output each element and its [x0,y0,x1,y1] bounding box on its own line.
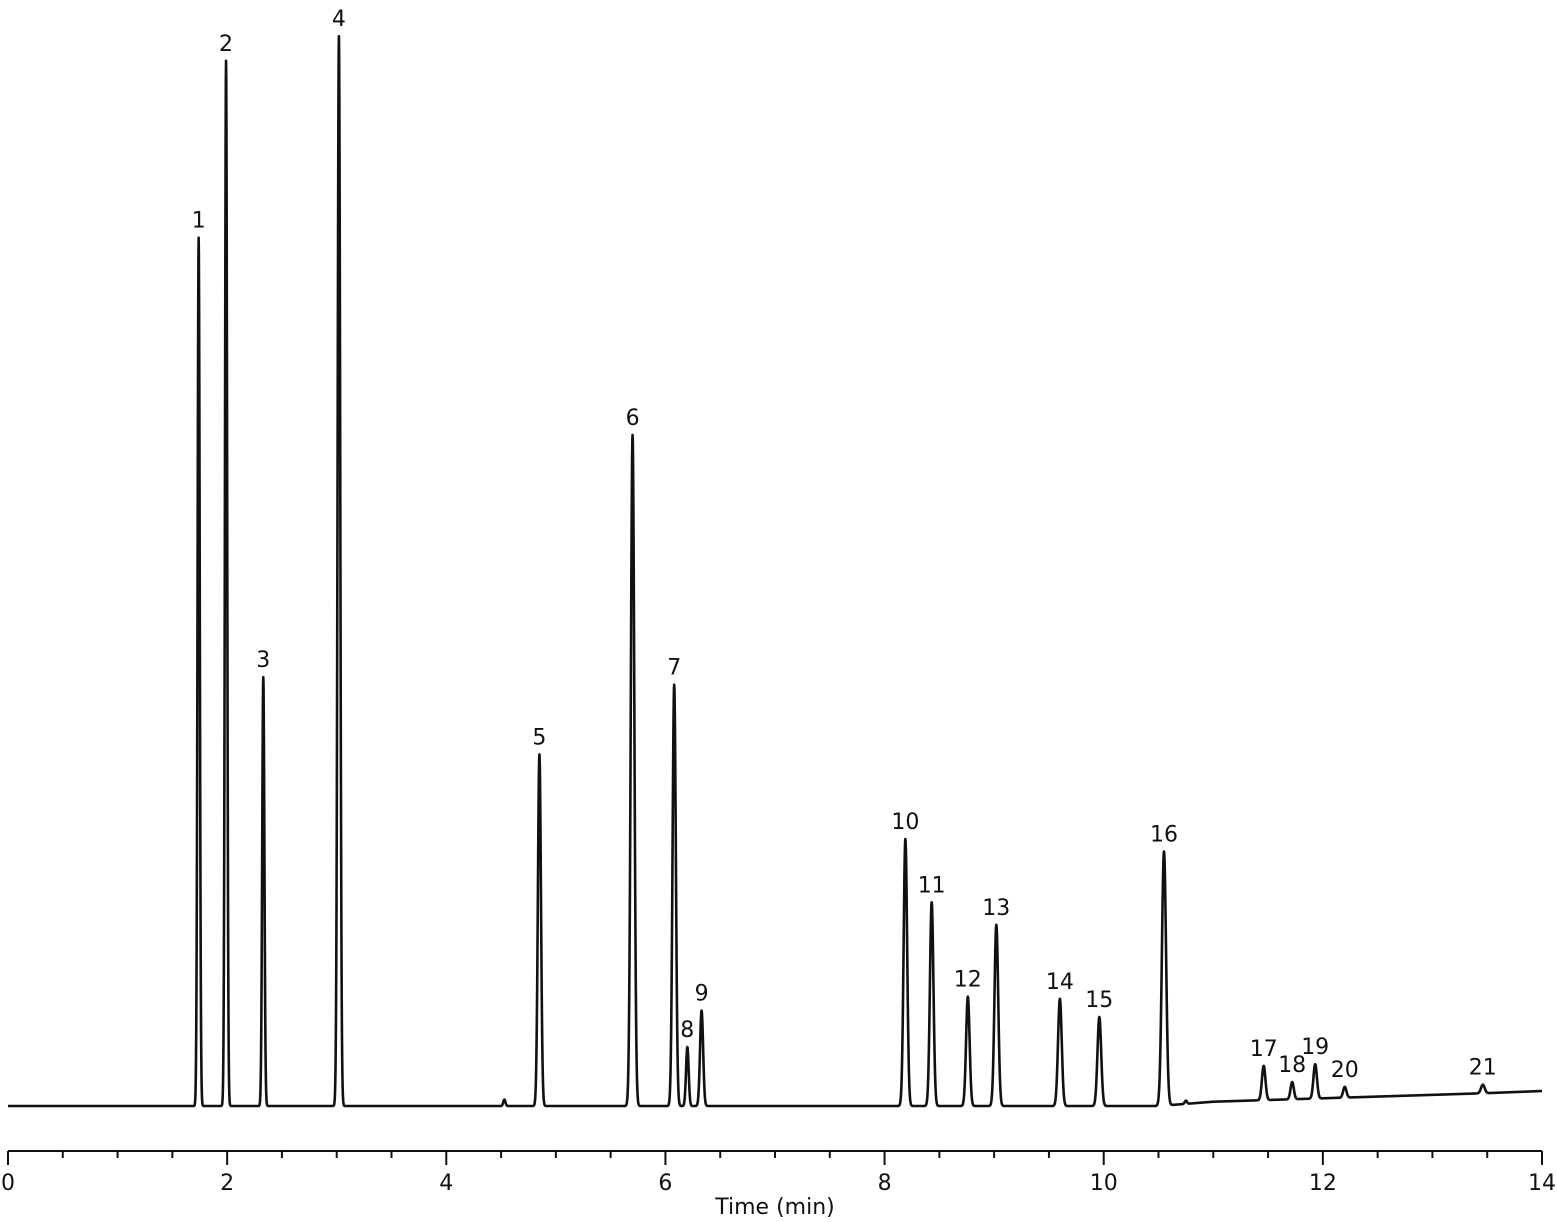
x-tick-label: 6 [658,1171,672,1196]
peak-label-11: 11 [918,873,946,898]
peak-label-8: 8 [680,1018,694,1043]
x-tick-label: 0 [1,1171,15,1196]
peak-label-13: 13 [982,896,1010,921]
x-tick-label: 4 [439,1171,453,1196]
peak-label-10: 10 [891,810,919,835]
peak-label-15: 15 [1085,988,1113,1013]
x-tick-label: 2 [220,1171,234,1196]
chromatogram-trace [6,34,1544,1108]
peak-label-17: 17 [1250,1037,1278,1062]
peak-label-19: 19 [1301,1035,1329,1060]
peak-label-7: 7 [667,656,681,681]
peak-label-2: 2 [219,32,233,57]
peak-label-14: 14 [1046,970,1074,995]
x-tick-label: 10 [1090,1171,1118,1196]
x-tick-labels: 0 2 4 6 8 10 12 14 [1,1171,1556,1196]
peak-label-18: 18 [1278,1053,1306,1078]
peak-label-12: 12 [954,968,982,993]
x-axis-title: Time (min) [714,1195,835,1220]
peak-label-9: 9 [695,982,709,1007]
x-tick-label: 12 [1309,1171,1337,1196]
peak-label-4: 4 [332,7,346,32]
peak-label-6: 6 [626,406,640,431]
peak-label-1: 1 [192,209,206,234]
x-ticks [7,1151,1543,1165]
peak-label-16: 16 [1150,823,1178,848]
x-tick-label: 14 [1528,1171,1556,1196]
peak-label-3: 3 [256,648,270,673]
peak-label-5: 5 [532,725,546,750]
peak-label-21: 21 [1469,1056,1497,1081]
peak-label-20: 20 [1331,1058,1359,1083]
x-tick-label: 8 [878,1171,892,1196]
x-axis: 0 2 4 6 8 10 12 14 Time (min) [1,1150,1556,1220]
